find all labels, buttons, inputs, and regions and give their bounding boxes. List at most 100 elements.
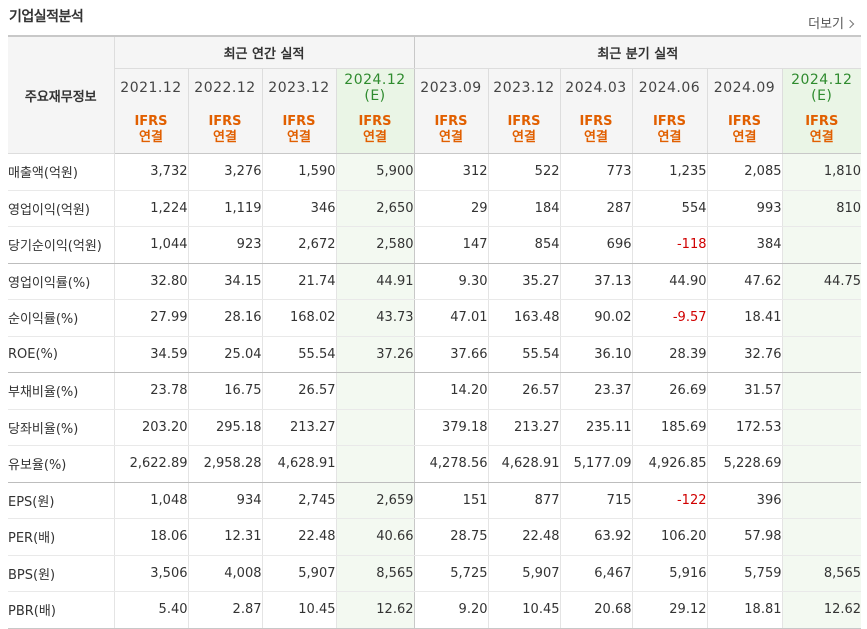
table-cell [781,299,862,337]
table-cell: 63.92 [559,518,632,556]
table-cell: 29 [413,190,488,227]
row-label: ROE(%) [8,336,114,373]
table-cell: 5,900 [335,153,414,191]
period-header: 2021.12 [113,68,188,107]
table-row: PER(배) 18.06 12.31 22.48 40.66 28.75 22.48 63.9… [8,518,862,556]
basis-standard: IFRS [507,114,541,129]
basis-standard: IFRS [805,114,839,129]
group-header-quarter: 최근 분기 실적 [413,35,862,69]
basis-header: IFRS 연결 [706,107,782,154]
table-cell: 5,177.09 [559,445,632,483]
table-cell: 1,224 [113,190,188,227]
table-cell: 22.48 [487,518,560,556]
table-cell: 40.66 [335,518,414,556]
period-header: 2023.09 [413,68,488,107]
table-cell: 43.73 [335,299,414,337]
table-cell: 5,907 [261,555,336,592]
table-row: 부채비율(%) 23.78 16.75 26.57 14.20 26.57 23.37 26.… [8,372,862,410]
table-cell: 213.27 [487,409,560,446]
table-cell: 47.01 [413,299,488,337]
period-label: 2024.09 [713,80,776,96]
table-cell: 3,276 [187,153,262,191]
table-cell: 44.91 [335,263,414,300]
table-cell: 106.20 [631,518,707,556]
period-header: 2024.12 (E) [781,68,862,107]
row-label: 순이익률(%) [8,299,114,337]
table-cell: 1,235 [631,153,707,191]
table-cell: 312 [413,153,488,191]
table-cell: 2,659 [335,482,414,519]
table-cell: 2,958.28 [187,445,262,483]
table-cell: 12.62 [335,591,414,629]
basis-standard: IFRS [358,114,392,129]
more-link[interactable]: 더보기 [808,13,853,32]
table-cell: 346 [261,190,336,227]
table-cell: 36.10 [559,336,632,373]
table-cell: 163.48 [487,299,560,337]
period-header: 2024.03 [559,68,632,107]
table-cell [781,482,862,519]
section-title: 기업실적분석 [9,9,84,25]
row-label: EPS(원) [8,482,114,519]
basis-scope: 연결 [287,130,311,145]
table-cell: 21.74 [261,263,336,300]
table-cell: 90.02 [559,299,632,337]
table-cell: 877 [487,482,560,519]
table-cell: 379.18 [413,409,488,446]
table-cell: 37.13 [559,263,632,300]
table-cell: 715 [559,482,632,519]
basis-standard: IFRS [208,114,242,129]
basis-header: IFRS 연결 [413,107,488,154]
table-cell [781,336,862,373]
table-cell: 14.20 [413,372,488,410]
table-row: BPS(원) 3,506 4,008 5,907 8,565 5,725 5,907 6,46… [8,555,862,592]
period-header: 2024.09 [706,68,782,107]
table-cell: 2,622.89 [113,445,188,483]
table-cell: 295.18 [187,409,262,446]
financial-table: 주요재무정보 최근 연간 실적 최근 분기 실적 2021.12 2022.12 2… [8,35,862,629]
basis-header: IFRS 연결 [261,107,336,154]
period-header: 2022.12 [187,68,262,107]
table-cell: 44.75 [781,263,862,300]
table-cell: 6,467 [559,555,632,592]
table-cell: 10.45 [261,591,336,629]
table-cell: 4,628.91 [261,445,336,483]
row-label: BPS(원) [8,555,114,592]
row-label: PER(배) [8,518,114,556]
table-cell: 810 [781,190,862,227]
basis-header: IFRS 연결 [631,107,707,154]
table-cell: 55.54 [261,336,336,373]
table-cell: 235.11 [559,409,632,446]
row-label: 당기순이익(억원) [8,226,114,264]
table-cell: -122 [631,482,707,519]
table-cell: 35.27 [487,263,560,300]
table-cell: 20.68 [559,591,632,629]
table-cell [781,518,862,556]
row-label: 당좌비율(%) [8,409,114,446]
table-cell: 3,732 [113,153,188,191]
table-cell: 26.57 [487,372,560,410]
table-cell: 18.81 [706,591,782,629]
table-cell: 27.99 [113,299,188,337]
table-cell: 773 [559,153,632,191]
period-label: 2023.12 [493,80,555,96]
table-row: PBR(배) 5.40 2.87 10.45 12.62 9.20 10.45 20.68 29… [8,591,862,629]
period-label: 2023.12 [268,80,330,96]
table-cell: 1,590 [261,153,336,191]
table-row: 매출액(억원) 3,732 3,276 1,590 5,900 312 522 773 1,23… [8,153,862,191]
table-cell: 2,745 [261,482,336,519]
table-cell: 44.90 [631,263,707,300]
table-cell: 4,628.91 [487,445,560,483]
table-cell: 26.69 [631,372,707,410]
period-header: 2023.12 [261,68,336,107]
table-cell: 5,725 [413,555,488,592]
table-cell: 28.75 [413,518,488,556]
table-cell: 26.57 [261,372,336,410]
table-row: 유보율(%) 2,622.89 2,958.28 4,628.91 4,278.56 4,… [8,445,862,483]
table-cell: 18.41 [706,299,782,337]
table-row: 영업이익(억원) 1,224 1,119 346 2,650 29 184 287 554 993… [8,190,862,227]
period-label: 2021.12 [120,80,182,96]
table-cell: 4,008 [187,555,262,592]
table-cell: 25.04 [187,336,262,373]
table-cell: 147 [413,226,488,264]
